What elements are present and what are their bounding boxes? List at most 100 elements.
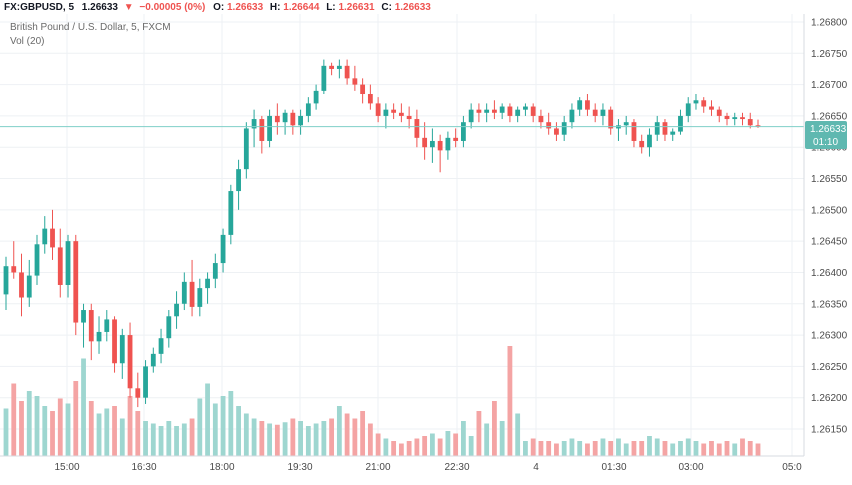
volume-bar	[747, 441, 753, 456]
candle-body	[135, 388, 141, 398]
candle-body	[352, 78, 358, 85]
volume-bar	[344, 413, 350, 456]
chart-title: British Pound / U.S. Dollar, 5, FXCM	[10, 22, 171, 33]
volume-bar	[236, 406, 241, 456]
volume-bar	[484, 423, 490, 456]
x-tick-label: 21:00	[365, 462, 390, 473]
volume-bar	[42, 406, 48, 456]
candle-body	[398, 112, 404, 116]
candle-body	[693, 100, 699, 104]
volume-bar	[243, 413, 249, 456]
volume-bar	[716, 443, 722, 456]
volume-bar	[50, 411, 55, 456]
candle-body	[391, 109, 397, 113]
candle-body	[639, 140, 645, 148]
candle-body	[290, 112, 296, 126]
candle-body	[158, 338, 164, 354]
candle-body	[243, 128, 249, 170]
price-badge-bg	[805, 121, 847, 149]
volume-bar	[639, 441, 645, 456]
candle-body	[267, 115, 272, 141]
header-symbol: FX:GBPUSD, 5	[4, 2, 74, 13]
volume-bar	[383, 438, 389, 456]
price-badge: 1.26633 01:10	[805, 121, 847, 149]
volume-bar	[104, 408, 110, 456]
x-tick-label: 01:30	[601, 462, 626, 473]
high-label: H:	[270, 2, 281, 13]
candle-body	[321, 65, 327, 91]
volume-bar	[631, 441, 637, 456]
candle-body	[608, 109, 614, 129]
candle-body	[437, 140, 443, 151]
candle-body	[678, 115, 683, 132]
candle-body	[220, 234, 226, 264]
candle-body	[228, 191, 234, 235]
candle-body	[3, 266, 9, 295]
candle-body	[732, 117, 738, 120]
candle-body	[422, 137, 428, 148]
y-tick-label: 1.26300	[811, 331, 848, 342]
volume-bar	[112, 406, 117, 456]
candle-body	[344, 65, 350, 79]
candle-body	[96, 331, 102, 342]
price-badge-countdown: 01:10	[813, 137, 838, 148]
x-tick-label: 4	[533, 462, 539, 473]
volume-bar	[406, 441, 412, 456]
volume-bar	[507, 346, 513, 456]
candles	[3, 59, 761, 408]
candle-body	[313, 90, 319, 104]
candle-body	[11, 266, 17, 273]
volume-bar	[608, 441, 614, 456]
candle-body	[492, 109, 497, 113]
volume-bar	[468, 436, 474, 456]
candle-body	[631, 122, 637, 141]
down-arrow-icon: ▼	[124, 2, 134, 13]
y-tick-label: 1.26550	[811, 174, 848, 185]
volume-bar	[174, 426, 179, 456]
candle-body	[181, 281, 187, 304]
volume-bar	[678, 441, 683, 456]
candle-body	[476, 109, 482, 113]
volume-bar	[740, 438, 745, 456]
volume-bar	[73, 381, 79, 456]
candle-body	[189, 281, 195, 307]
volume-bar	[709, 441, 714, 456]
volume-bar	[135, 411, 141, 456]
candle-body	[654, 122, 660, 135]
candle-body	[740, 117, 745, 120]
candle-body	[577, 100, 583, 110]
volume-bar	[499, 421, 505, 456]
volume-bar	[127, 396, 133, 456]
volume-bar	[197, 398, 203, 456]
volume-bar	[546, 441, 552, 456]
y-tick-label: 1.26800	[811, 18, 848, 29]
volume-bar	[34, 396, 40, 456]
volume-bar	[414, 438, 420, 456]
volume-bar	[375, 433, 381, 456]
volume-bar	[662, 441, 668, 456]
volume-bar	[670, 443, 676, 456]
low-value: 1.26631	[338, 2, 375, 13]
candle-body	[507, 106, 513, 116]
candle-body	[104, 319, 110, 332]
header-change: −0.00005 (0%)	[139, 2, 205, 13]
low-label: L:	[326, 2, 335, 13]
y-tick-label: 1.26450	[811, 237, 848, 248]
volume-bar	[329, 418, 335, 456]
x-axis-ticks[interactable]: 15:00 16:30 18:00 19:30 21:00 22:30 4 01:30 03:0…	[54, 462, 802, 473]
candle-body	[81, 310, 86, 323]
volume-bar	[305, 426, 311, 456]
x-tick-label: 19:30	[287, 462, 312, 473]
volume-bar	[445, 431, 451, 456]
high-value: 1.26644	[283, 2, 320, 13]
volume-bars	[3, 346, 761, 456]
candle-body	[445, 137, 451, 151]
volume-bar	[352, 418, 358, 456]
volume-bar	[654, 438, 660, 456]
volume-bar	[166, 421, 172, 456]
candle-body	[468, 109, 474, 123]
candle-body	[212, 263, 218, 279]
volume-bar	[282, 422, 288, 456]
volume-bar	[298, 421, 304, 456]
